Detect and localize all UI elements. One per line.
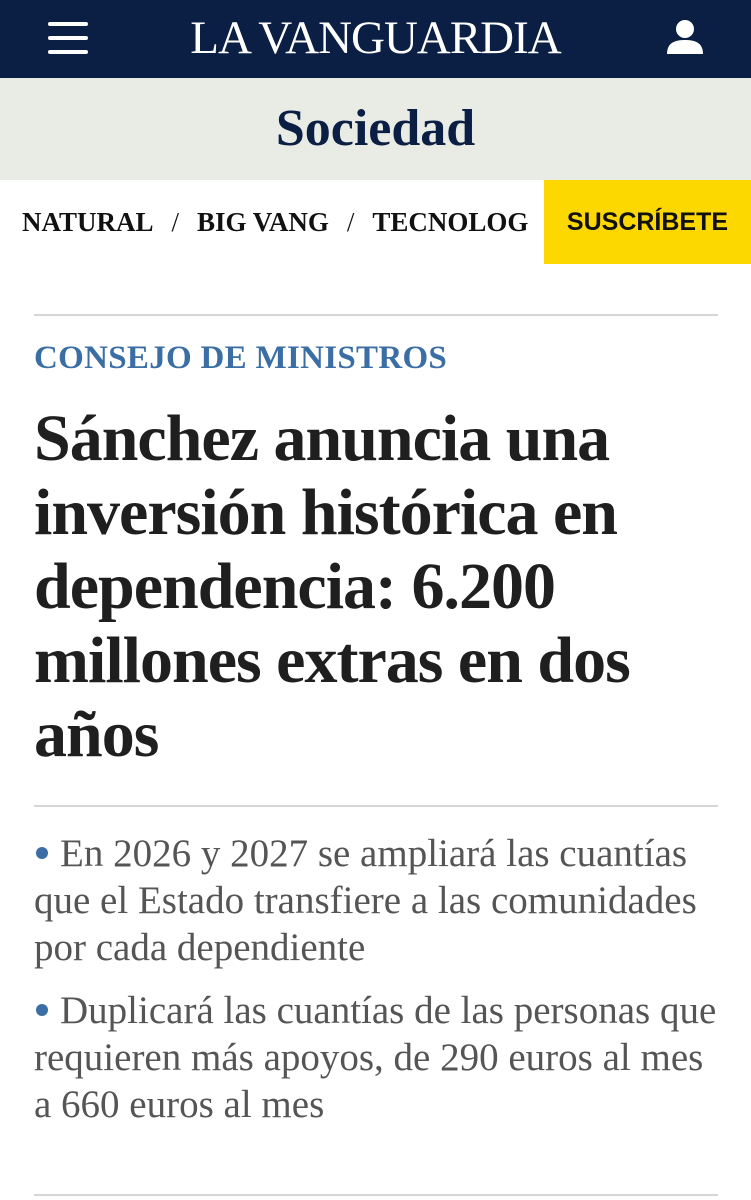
divider xyxy=(34,805,718,807)
menu-button[interactable] xyxy=(48,22,88,54)
nav-bar: NATURAL / BIG VANG / TECNOLOG xyxy=(22,180,562,264)
logo[interactable]: LA VANGUARDIA xyxy=(190,12,561,64)
summary-item: En 2026 y 2027 se ampliará las cuantías … xyxy=(34,830,724,971)
bullet-dot xyxy=(36,1004,48,1017)
summary-text: Duplicará las cuantías de las personas q… xyxy=(34,989,717,1126)
user-button[interactable] xyxy=(664,16,706,58)
nav-link[interactable]: BIG VANG xyxy=(197,207,329,237)
section-bar: Sociedad xyxy=(0,78,751,180)
nav-link[interactable]: TECNOLOG xyxy=(372,207,529,237)
headline: Sánchez anuncia una inversión histórica … xyxy=(34,402,631,771)
divider xyxy=(34,1194,718,1196)
bullet-dot xyxy=(36,847,48,860)
summary-list: En 2026 y 2027 se ampliará las cuantías … xyxy=(34,830,724,1144)
nav-separator: / xyxy=(346,207,355,237)
nav-link[interactable]: NATURAL xyxy=(22,207,154,237)
summary-item: Duplicará las cuantías de las personas q… xyxy=(34,987,724,1128)
summary-text: En 2026 y 2027 se ampliará las cuantías … xyxy=(34,832,697,969)
subscribe-button[interactable]: SUSCRÍBETE xyxy=(544,180,751,264)
divider xyxy=(34,314,718,316)
nav-separator: / xyxy=(171,207,180,237)
top-bar: LA VANGUARDIA xyxy=(0,0,751,78)
section-title[interactable]: Sociedad xyxy=(275,100,476,157)
kicker[interactable]: CONSEJO DE MINISTROS xyxy=(34,340,448,376)
